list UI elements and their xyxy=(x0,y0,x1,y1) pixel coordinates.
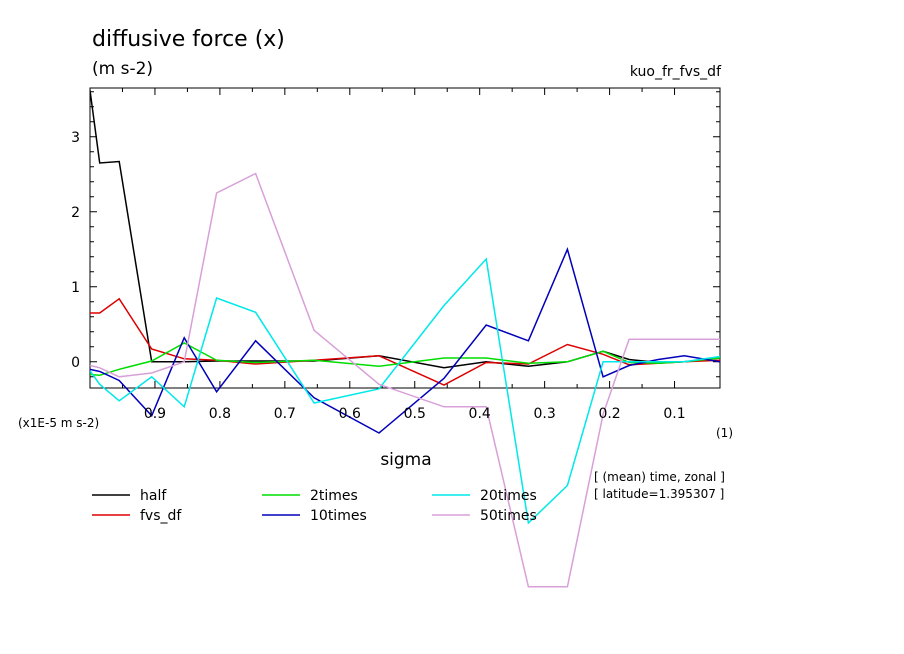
x-tick-label: 0.6 xyxy=(339,406,361,422)
y-scale-label: (x1E-5 m s-2) xyxy=(18,416,99,430)
series-line-fvs_df xyxy=(90,297,720,386)
y-axis xyxy=(90,91,720,378)
chart-title: diffusive force (x) xyxy=(92,27,285,52)
info-line-latitude: [ latitude=1.395307 ] xyxy=(594,487,724,501)
x-tick-label: 0.9 xyxy=(144,406,166,422)
x-tick-label: 0.4 xyxy=(469,406,491,422)
y-tick-label: 2 xyxy=(71,205,80,221)
x-tick-label: 0.8 xyxy=(209,406,231,422)
x-tick-label: 0.7 xyxy=(274,406,296,422)
variable-name: kuo_fr_fvs_df xyxy=(630,64,722,80)
y-tick-label: 1 xyxy=(71,280,80,296)
series-line-2times xyxy=(90,342,720,377)
x-axis-label: sigma xyxy=(380,450,431,470)
legend-label-fvs_df: fvs_df xyxy=(140,508,182,524)
legend: half 2times 20times fvs_df 10times 50times xyxy=(92,488,537,524)
legend-label-50times: 50times xyxy=(480,508,537,524)
y-tick-label: 3 xyxy=(71,130,80,146)
units-label: (m s-2) xyxy=(92,59,153,79)
series-line-50times xyxy=(90,172,720,588)
x-unit-label: (1) xyxy=(716,426,733,440)
x-tick-label: 0.2 xyxy=(598,406,620,422)
legend-label-2times: 2times xyxy=(310,488,358,504)
series-group xyxy=(90,90,720,588)
series-line-half xyxy=(90,90,720,369)
x-tick-label: 0.3 xyxy=(534,406,556,422)
x-axis xyxy=(121,88,676,388)
x-tick-label: 0.1 xyxy=(663,406,685,422)
info-line-time: [ (mean) time, zonal ] xyxy=(594,470,725,484)
legend-label-10times: 10times xyxy=(310,508,367,524)
series-line-10times xyxy=(90,247,720,434)
plot-frame xyxy=(89,87,721,389)
legend-label-20times: 20times xyxy=(480,488,537,504)
y-tick-label: 0 xyxy=(71,355,80,371)
legend-label-half: half xyxy=(140,488,167,504)
x-tick-label: 0.5 xyxy=(404,406,426,422)
tick-labels: 0 1 2 3 0.9 0.8 0.7 0.6 0.5 0.4 0.3 0.2 0.1 xyxy=(71,130,686,422)
series-line-20times xyxy=(90,257,720,525)
